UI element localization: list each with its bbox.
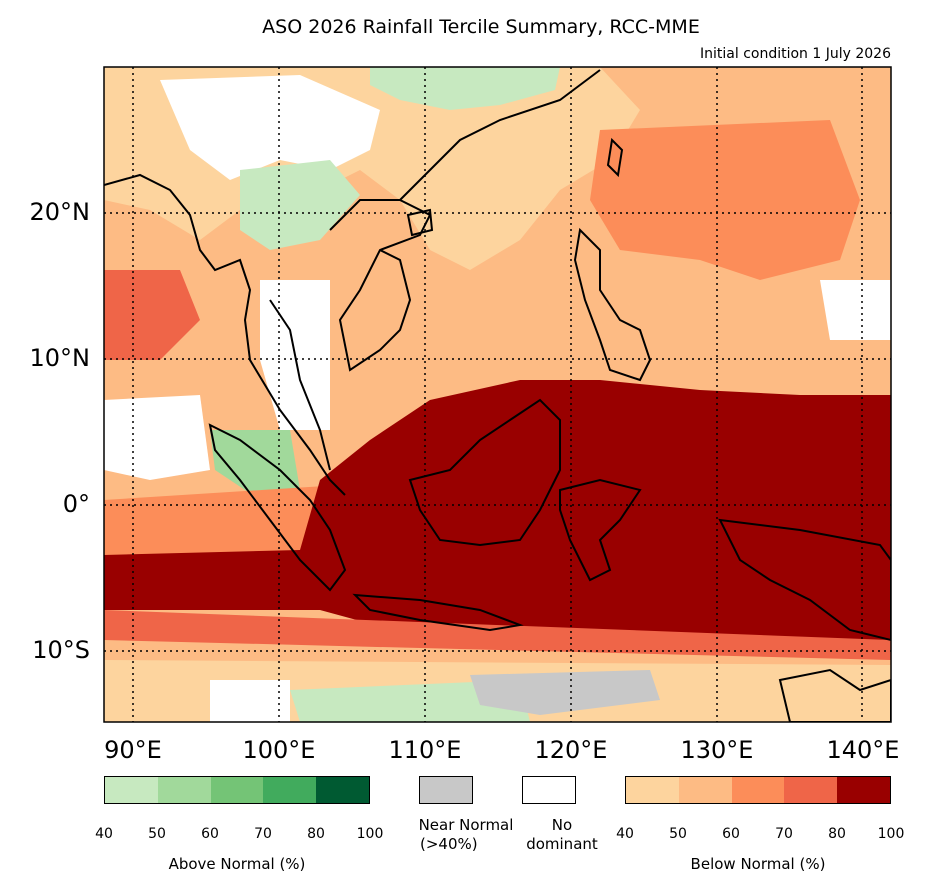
coastline-china	[399, 69, 601, 201]
above-normal-region-indochina	[240, 160, 360, 250]
above-tick-100: 100	[356, 826, 384, 842]
above-tick-80: 80	[307, 826, 325, 842]
below-normal-70-region	[104, 270, 200, 360]
above-tick-40: 40	[95, 826, 113, 842]
below-tick-100: 100	[877, 826, 905, 842]
below-normal-60-region-east	[590, 120, 860, 280]
above-normal-region-sumatra	[210, 430, 300, 500]
near-normal-swatch	[419, 776, 473, 804]
coastline-sumatra	[208, 423, 347, 592]
above-normal-region-south	[290, 680, 530, 722]
above-normal-caption: Above Normal (%)	[168, 855, 306, 873]
below-normal-caption: Below Normal (%)	[690, 855, 826, 873]
lon-label-100e: 100°E	[242, 736, 316, 764]
coastline-sulawesi	[559, 478, 642, 582]
below-normal-colorbar	[625, 776, 891, 804]
no-dominant-region-indian-ocean	[104, 395, 210, 480]
lat-label-10n: 10°N	[29, 344, 91, 372]
no-dominant-region-east	[820, 280, 891, 340]
coastline-philippines	[573, 227, 652, 382]
coastline-mainland	[104, 173, 432, 496]
coastline-java	[352, 593, 524, 632]
no-dominant-caption: No dominant	[526, 816, 598, 853]
coastline-australia	[778, 668, 891, 722]
coastline-new-guinea	[718, 518, 891, 642]
below-tick-50: 50	[669, 826, 687, 842]
no-dominant-region-south	[210, 680, 290, 722]
near-normal-caption: Near Normal (>40%)	[418, 816, 514, 853]
above-normal-colorbar	[104, 776, 370, 804]
lat-label-20n: 20°N	[29, 198, 91, 226]
lon-label-90e: 90°E	[104, 736, 162, 764]
map-title: ASO 2026 Rainfall Tercile Summary, RCC-M…	[262, 16, 700, 38]
below-tick-70: 70	[775, 826, 793, 842]
no-dominant-region-north	[160, 75, 380, 180]
map-subtitle: Initial condition 1 July 2026	[700, 46, 891, 62]
below-tick-40: 40	[616, 826, 634, 842]
map-frame	[103, 66, 892, 723]
gridlines	[104, 67, 891, 722]
lon-label-140e: 140°E	[826, 736, 900, 764]
below-tick-80: 80	[828, 826, 846, 842]
below-normal-70-band-south	[104, 610, 891, 660]
coastline-taiwan	[606, 137, 624, 178]
above-tick-70: 70	[254, 826, 272, 842]
coastline-hainan	[406, 208, 434, 237]
lon-label-120e: 120°E	[534, 736, 608, 764]
lon-label-110e: 110°E	[388, 736, 462, 764]
no-dominant-swatch	[522, 776, 576, 804]
coastline-borneo	[408, 398, 561, 547]
lat-label-0: 0°	[62, 490, 90, 518]
near-normal-region-south	[470, 670, 660, 715]
above-tick-50: 50	[148, 826, 166, 842]
lat-label-10s: 10°S	[32, 636, 90, 664]
lon-label-130e: 130°E	[680, 736, 754, 764]
above-normal-region-north	[370, 67, 560, 110]
below-normal-80-region	[104, 380, 891, 650]
above-tick-60: 60	[201, 826, 219, 842]
below-tick-60: 60	[722, 826, 740, 842]
